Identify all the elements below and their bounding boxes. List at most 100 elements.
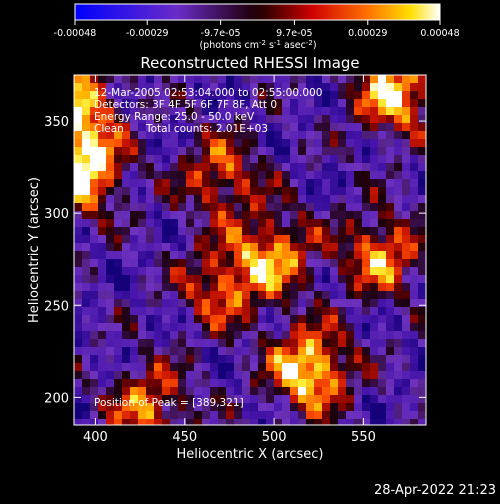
heatmap-cell xyxy=(266,171,275,180)
heatmap-cell xyxy=(290,379,299,388)
heatmap-cell xyxy=(250,355,259,364)
heatmap-cell xyxy=(74,219,83,228)
heatmap-cell xyxy=(146,115,155,124)
heatmap-cell xyxy=(394,251,403,260)
heatmap-cell xyxy=(330,331,339,340)
heatmap-cell xyxy=(370,395,379,404)
heatmap-cell xyxy=(234,315,243,324)
heatmap-cell xyxy=(178,387,187,396)
heatmap-cell xyxy=(370,307,379,316)
heatmap-cell xyxy=(346,379,355,388)
heatmap-cell xyxy=(74,331,83,340)
heatmap-cell xyxy=(74,379,83,388)
heatmap-cell xyxy=(194,147,203,156)
heatmap-cell xyxy=(330,275,339,284)
heatmap-cell xyxy=(90,131,99,140)
x-tick-label: 550 xyxy=(351,430,376,445)
heatmap-cell xyxy=(330,179,339,188)
heatmap-cell xyxy=(346,75,355,84)
heatmap-cell xyxy=(386,91,395,100)
heatmap-cell xyxy=(242,395,251,404)
heatmap-cell xyxy=(186,411,195,420)
heatmap-cell xyxy=(282,291,291,300)
heatmap-cell xyxy=(266,115,275,124)
heatmap-cell xyxy=(418,227,426,236)
heatmap-cell xyxy=(314,387,323,396)
heatmap-cell xyxy=(154,283,163,292)
heatmap-cell xyxy=(194,283,203,292)
heatmap-cell xyxy=(226,243,235,252)
heatmap-cell xyxy=(130,387,139,396)
heatmap-cell xyxy=(218,395,227,404)
heatmap-cell xyxy=(210,91,219,100)
heatmap-cell xyxy=(162,123,171,132)
heatmap-cell xyxy=(322,155,331,164)
heatmap-cell xyxy=(74,259,83,268)
heatmap-cell xyxy=(386,211,395,220)
heatmap-cell xyxy=(362,395,371,404)
y-tick-label: 300 xyxy=(44,207,69,222)
heatmap-cell xyxy=(138,371,147,380)
heatmap-cell xyxy=(122,379,131,388)
heatmap-cell xyxy=(322,411,331,420)
heatmap-cell xyxy=(234,219,243,228)
heatmap-cell xyxy=(146,379,155,388)
heatmap-cell xyxy=(266,307,275,316)
heatmap-cell xyxy=(410,155,419,164)
heatmap-cell xyxy=(314,139,323,148)
heatmap-cell xyxy=(370,379,379,388)
heatmap-cell xyxy=(226,107,235,116)
heatmap-cell xyxy=(250,403,259,412)
heatmap-cell xyxy=(234,379,243,388)
heatmap-cell xyxy=(258,115,267,124)
heatmap-cell xyxy=(210,251,219,260)
heatmap-cell xyxy=(234,235,243,244)
heatmap-cell xyxy=(274,387,283,396)
heatmap-cell xyxy=(298,331,307,340)
heatmap-cell xyxy=(402,395,411,404)
heatmap-cell xyxy=(306,275,315,284)
heatmap-cell xyxy=(290,211,299,220)
heatmap-cell xyxy=(218,403,227,412)
heatmap-cell xyxy=(314,379,323,388)
heatmap-cell xyxy=(138,195,147,204)
heatmap-cell xyxy=(194,75,203,84)
heatmap-cell xyxy=(346,411,355,420)
heatmap-cell xyxy=(362,299,371,308)
heatmap-cell xyxy=(346,139,355,148)
heatmap-cell xyxy=(338,379,347,388)
heatmap-cell xyxy=(242,283,251,292)
heatmap-cell xyxy=(418,179,426,188)
heatmap-cell xyxy=(210,147,219,156)
heatmap-cell xyxy=(266,203,275,212)
heatmap-cell xyxy=(338,419,347,425)
heatmap-cell xyxy=(410,99,419,108)
heatmap-cell xyxy=(154,91,163,100)
heatmap-cell xyxy=(122,163,131,172)
heatmap-cell xyxy=(386,267,395,276)
heatmap-cell xyxy=(82,227,91,236)
heatmap-cell xyxy=(130,299,139,308)
heatmap-cell xyxy=(146,251,155,260)
heatmap-cell xyxy=(274,363,283,372)
heatmap-cell xyxy=(186,267,195,276)
heatmap-cell xyxy=(330,203,339,212)
heatmap-cell xyxy=(282,243,291,252)
heatmap-cell xyxy=(362,83,371,92)
heatmap-cell xyxy=(362,267,371,276)
heatmap-cell xyxy=(306,291,315,300)
heatmap-cell xyxy=(370,171,379,180)
heatmap-cell xyxy=(210,99,219,108)
heatmap-cell xyxy=(82,203,91,212)
heatmap-cell xyxy=(202,139,211,148)
heatmap-cell xyxy=(226,307,235,316)
heatmap-cell xyxy=(154,387,163,396)
heatmap-cell xyxy=(194,163,203,172)
heatmap-cell xyxy=(242,243,251,252)
heatmap-cell xyxy=(218,323,227,332)
heatmap-cell xyxy=(82,275,91,284)
heatmap-cell xyxy=(186,419,195,425)
heatmap-cell xyxy=(322,419,331,425)
heatmap-cell xyxy=(122,323,131,332)
heatmap-cell xyxy=(186,243,195,252)
